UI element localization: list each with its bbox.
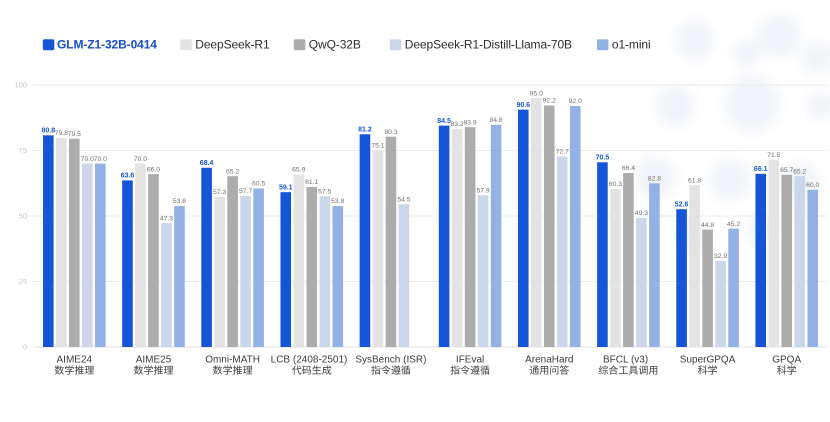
svg-text:90.6: 90.6 (516, 102, 530, 109)
svg-text:Omni-MATH: Omni-MATH (205, 355, 260, 366)
svg-text:70.0: 70.0 (81, 156, 94, 163)
svg-text:63.6: 63.6 (121, 173, 135, 180)
svg-text:GPQA: GPQA (772, 355, 801, 366)
svg-text:GLM-Z1-32B-0414: GLM-Z1-32B-0414 (57, 38, 157, 52)
svg-text:83.2: 83.2 (450, 121, 463, 128)
svg-text:79.8: 79.8 (55, 130, 68, 137)
svg-text:61.1: 61.1 (305, 179, 318, 186)
svg-text:45.2: 45.2 (727, 221, 740, 228)
svg-text:65.2: 65.2 (793, 168, 806, 175)
svg-text:95.0: 95.0 (530, 90, 543, 97)
svg-text:SysBench (ISR): SysBench (ISR) (355, 355, 426, 366)
svg-text:61.8: 61.8 (688, 177, 701, 184)
svg-text:49.3: 49.3 (635, 210, 648, 217)
svg-text:59.1: 59.1 (279, 184, 293, 191)
svg-text:AIME24: AIME24 (57, 355, 93, 366)
svg-text:QwQ-32B: QwQ-32B (309, 38, 361, 52)
svg-text:57.3: 57.3 (213, 189, 226, 196)
svg-text:57.7: 57.7 (239, 188, 252, 195)
svg-text:66.1: 66.1 (754, 166, 768, 173)
svg-text:65.2: 65.2 (226, 168, 239, 175)
svg-text:53.8: 53.8 (331, 198, 344, 205)
svg-text:70.0: 70.0 (134, 156, 147, 163)
svg-text:53.8: 53.8 (173, 198, 186, 205)
svg-text:BFCL (v3): BFCL (v3) (603, 355, 648, 366)
svg-text:92.0: 92.0 (569, 98, 582, 105)
svg-text:60.0: 60.0 (806, 182, 819, 189)
svg-text:84.8: 84.8 (489, 117, 502, 124)
svg-text:57.5: 57.5 (318, 189, 331, 196)
svg-text:44.8: 44.8 (701, 222, 714, 229)
svg-text:80.3: 80.3 (384, 129, 397, 136)
svg-text:66.0: 66.0 (147, 166, 160, 173)
svg-text:92.2: 92.2 (543, 98, 556, 105)
svg-text:65.9: 65.9 (292, 167, 305, 174)
svg-text:DeepSeek-R1-Distill-Llama-70B: DeepSeek-R1-Distill-Llama-70B (405, 38, 572, 52)
svg-text:60.3: 60.3 (609, 181, 622, 188)
svg-text:75: 75 (19, 146, 27, 155)
svg-text:IFEval: IFEval (456, 355, 484, 366)
svg-text:LCB (2408-2501): LCB (2408-2501) (271, 355, 348, 366)
svg-text:ArenaHard: ArenaHard (525, 355, 573, 366)
svg-text:79.5: 79.5 (68, 131, 81, 138)
svg-text:70.5: 70.5 (596, 154, 610, 161)
svg-text:AIME25: AIME25 (136, 355, 172, 366)
svg-text:o1-mini: o1-mini (612, 38, 651, 52)
svg-text:81.2: 81.2 (358, 126, 372, 133)
svg-text:80.8: 80.8 (41, 128, 55, 135)
svg-text:70.0: 70.0 (94, 156, 107, 163)
svg-text:75.1: 75.1 (371, 142, 384, 149)
svg-text:DeepSeek-R1: DeepSeek-R1 (195, 38, 270, 52)
svg-text:54.5: 54.5 (397, 196, 410, 203)
svg-text:SuperGPQA: SuperGPQA (680, 355, 736, 366)
svg-text:83.9: 83.9 (463, 119, 476, 126)
svg-text:25: 25 (19, 277, 27, 286)
svg-text:32.9: 32.9 (714, 253, 727, 260)
svg-text:47.3: 47.3 (160, 215, 173, 222)
svg-text:65.7: 65.7 (780, 167, 793, 174)
svg-text:66.4: 66.4 (622, 165, 635, 172)
svg-text:0: 0 (23, 343, 27, 352)
svg-text:72.7: 72.7 (556, 149, 569, 156)
svg-text:50: 50 (19, 212, 27, 221)
svg-text:100: 100 (14, 81, 27, 90)
svg-text:57.9: 57.9 (476, 188, 489, 195)
svg-text:60.5: 60.5 (252, 181, 265, 188)
svg-text:82.8: 82.8 (648, 175, 661, 182)
svg-text:52.6: 52.6 (675, 201, 689, 208)
svg-text:84.5: 84.5 (437, 118, 451, 125)
svg-text:68.4: 68.4 (200, 160, 214, 167)
svg-text:71.5: 71.5 (767, 152, 780, 159)
